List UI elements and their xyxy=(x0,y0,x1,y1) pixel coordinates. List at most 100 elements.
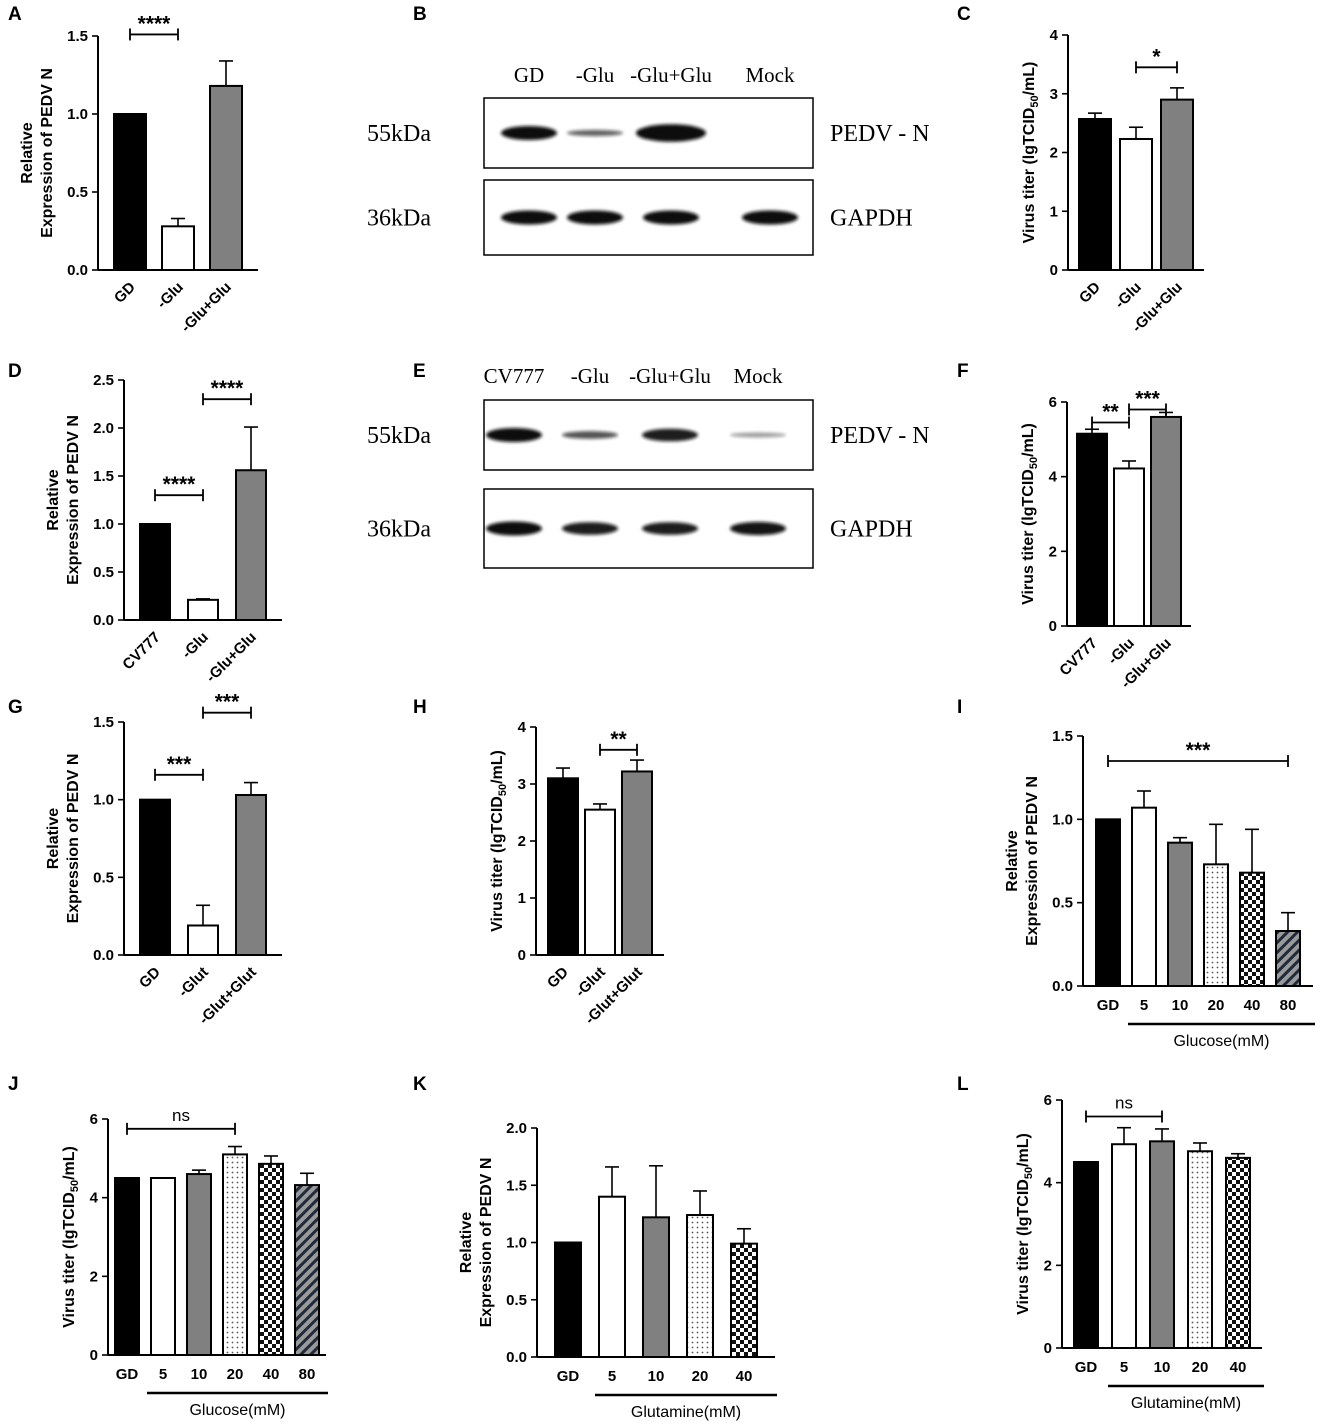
y-axis-label-part: /mL) xyxy=(489,750,506,784)
y-axis-label-line1: Relative xyxy=(1004,830,1021,891)
x-tick-label: CV777 xyxy=(119,629,163,673)
blot-band xyxy=(643,210,699,225)
y-axis-label-line2: Expression of PEDV N xyxy=(478,1158,495,1328)
bar xyxy=(139,523,171,621)
lane-header: CV777 xyxy=(484,364,545,388)
bar xyxy=(1149,1140,1175,1350)
panel-label-I: I xyxy=(957,697,962,718)
y-axis-label: Virus titer (lgTCID50/mL) xyxy=(1020,423,1040,605)
lane-header: Mock xyxy=(734,364,783,388)
y-axis-label-subscript: 50 xyxy=(69,1180,81,1192)
x-tick-label: 5 xyxy=(159,1366,167,1383)
x-tick-label: 20 xyxy=(1208,997,1225,1014)
x-tick-label: 40 xyxy=(1230,1359,1247,1376)
x-tick-label: 40 xyxy=(736,1368,753,1385)
y-axis-label-subscript: 50 xyxy=(1023,1167,1035,1179)
y-tick-label: 3 xyxy=(518,776,526,793)
panel-label-B: B xyxy=(413,4,427,25)
y-tick-label: 4 xyxy=(1050,27,1059,44)
y-axis-label-part: /mL) xyxy=(1020,423,1037,457)
x-tick-label: 10 xyxy=(1154,1359,1171,1376)
panel-label-G: G xyxy=(8,697,23,718)
y-tick-label: 1.0 xyxy=(67,106,88,123)
blot-band xyxy=(486,428,542,442)
y-tick-label: 1.5 xyxy=(93,468,114,485)
x-tick-label: GD xyxy=(557,1368,580,1385)
significance-label: * xyxy=(1152,45,1161,68)
bar xyxy=(235,469,267,621)
blot-band xyxy=(730,521,786,536)
y-tick-label: 4 xyxy=(1049,469,1058,486)
protein-label: PEDV - N xyxy=(830,121,930,147)
significance-label: *** xyxy=(1186,739,1211,762)
y-axis-label-part: /mL) xyxy=(61,1146,78,1180)
x-tick-label: GD xyxy=(111,279,139,307)
x-tick-label: -Glu+Glu xyxy=(178,279,235,336)
molecular-weight-label: 36kDa xyxy=(367,206,431,232)
group-label: Glucose(mM) xyxy=(189,1402,285,1419)
blot-band xyxy=(562,431,618,439)
x-tick-label: 80 xyxy=(1280,997,1297,1014)
x-tick-label: 10 xyxy=(1172,997,1189,1014)
x-tick-label: 20 xyxy=(227,1366,244,1383)
x-tick-label: 5 xyxy=(608,1368,616,1385)
y-tick-label: 1.5 xyxy=(506,1177,527,1194)
bar xyxy=(1160,98,1194,271)
panel-label-J: J xyxy=(8,1074,19,1095)
x-tick-label: -Glu xyxy=(154,279,187,312)
bar xyxy=(222,1153,248,1357)
x-tick-label: 5 xyxy=(1120,1359,1128,1376)
x-tick-label: 5 xyxy=(1140,997,1148,1014)
significance-label: ** xyxy=(610,728,627,751)
y-axis-label-part: /mL) xyxy=(1021,62,1038,96)
bar xyxy=(1167,841,1193,988)
molecular-weight-label: 55kDa xyxy=(367,121,431,147)
y-tick-label: 0.0 xyxy=(93,612,114,629)
x-tick-label: 40 xyxy=(1244,997,1261,1014)
y-tick-label: 0 xyxy=(90,1347,98,1364)
y-tick-label: 0 xyxy=(1049,618,1057,635)
x-tick-label: GD xyxy=(1076,279,1104,307)
x-tick-label: GD xyxy=(544,964,572,992)
bar xyxy=(1150,415,1182,627)
y-tick-label: 0.0 xyxy=(506,1349,527,1366)
panel-label-L: L xyxy=(957,1074,969,1095)
significance-label: **** xyxy=(138,12,172,35)
lane-header: -Glu+Glu xyxy=(629,364,711,388)
bar xyxy=(1187,1150,1213,1349)
bar xyxy=(235,794,267,956)
y-tick-label: 2 xyxy=(1050,145,1058,162)
y-axis-label-subscript: 50 xyxy=(497,784,509,796)
bar xyxy=(1131,806,1157,988)
y-tick-label: 2.0 xyxy=(506,1120,527,1137)
x-tick-label: 40 xyxy=(263,1366,280,1383)
lane-header: GD xyxy=(514,63,544,87)
y-tick-label: 1.5 xyxy=(93,714,114,731)
chart-L: L 0 2 4 6 Virus titer (lgTCID50/mL) GD 5 10 20 40 G… xyxy=(957,1074,1264,1412)
y-tick-label: 3 xyxy=(1050,86,1058,103)
y-tick-label: 0.5 xyxy=(506,1292,527,1309)
x-tick-label: GD xyxy=(116,1366,139,1383)
y-axis-label-line2: Expression of PEDV N xyxy=(65,415,82,585)
y-axis-label: Virus titer (lgTCID50/mL) xyxy=(61,1146,81,1328)
y-axis-label-line1: Relative xyxy=(45,469,62,530)
y-tick-label: 0.0 xyxy=(1052,978,1073,995)
significance-label: *** xyxy=(167,753,192,776)
bar xyxy=(1275,930,1301,987)
blot-band xyxy=(730,432,786,438)
blot-band xyxy=(742,210,798,225)
y-axis-label-subscript: 50 xyxy=(1028,457,1040,469)
bar xyxy=(150,1177,176,1356)
bar xyxy=(186,1173,212,1356)
y-tick-label: 2 xyxy=(1044,1257,1052,1274)
x-tick-label: -Glu xyxy=(1112,279,1145,312)
bar xyxy=(584,808,616,957)
lane-header: -Glu xyxy=(571,364,610,388)
y-axis-label-line2: Expression of PEDV N xyxy=(1024,776,1041,946)
protein-label: GAPDH xyxy=(830,517,913,543)
significance-label: *** xyxy=(215,691,240,714)
bar xyxy=(554,1241,582,1358)
y-tick-label: 2 xyxy=(1049,543,1057,560)
bar xyxy=(1111,1143,1137,1350)
bar xyxy=(686,1214,714,1359)
